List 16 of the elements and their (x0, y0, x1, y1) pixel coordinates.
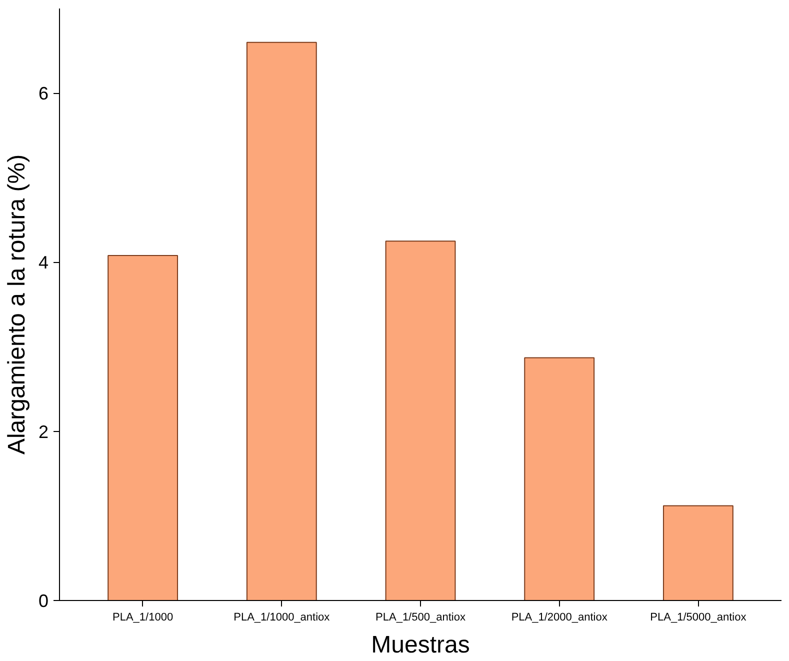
bar (662, 505, 734, 600)
bar (246, 42, 317, 600)
bar (524, 357, 595, 600)
y-axis-title: Alargamiento a la rotura (%) (3, 154, 30, 455)
y-tick-label: 2 (38, 422, 49, 442)
x-axis-title: Muestras (371, 632, 470, 658)
bar (108, 254, 178, 600)
x-tick-label: PLA_1/500_antiox (376, 612, 466, 624)
y-tick-label: 6 (38, 84, 49, 104)
x-tick-label: PLA_1/1000 (112, 612, 174, 624)
y-tick-label: 0 (38, 591, 49, 611)
x-tick-label: PLA_1/2000_antiox (511, 612, 608, 624)
bar (385, 240, 456, 600)
x-tick-label: PLA_1/5000_antiox (650, 612, 747, 624)
x-tick-label: PLA_1/1000_antiox (234, 612, 330, 624)
y-tick-label: 4 (38, 252, 49, 273)
